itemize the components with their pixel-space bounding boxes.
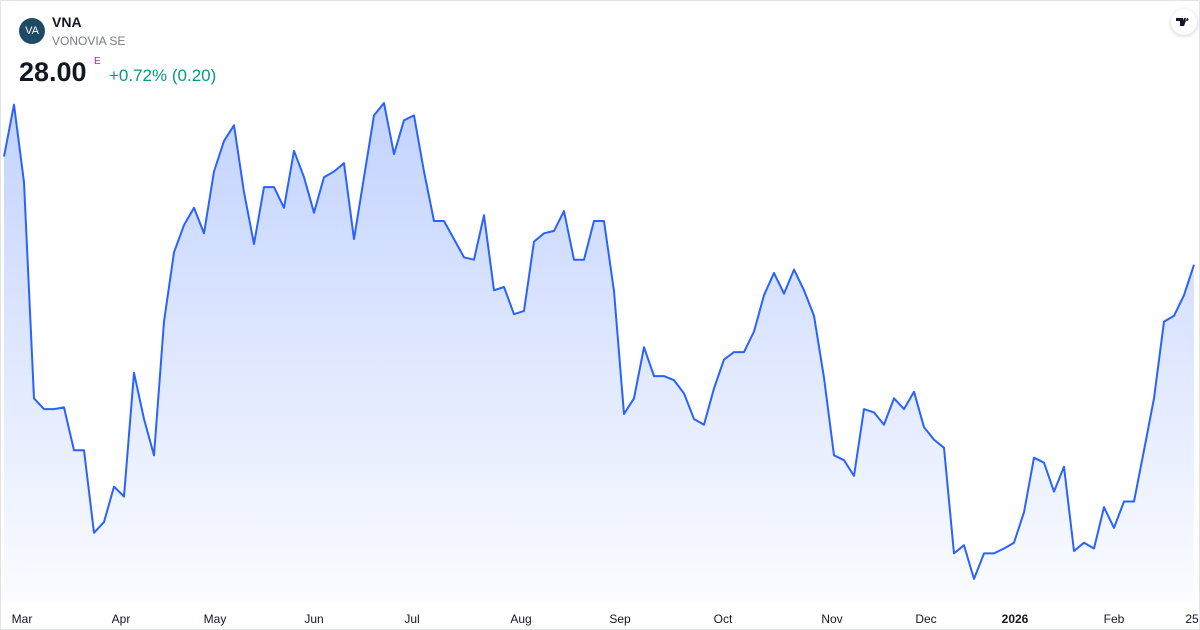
- logo-icon: [1176, 18, 1189, 26]
- x-tick-label: 2026: [1002, 612, 1029, 626]
- x-tick-label: May: [204, 612, 227, 626]
- x-tick-label: Sep: [609, 612, 631, 626]
- x-tick-label: Oct: [714, 612, 733, 626]
- x-tick-label: Jun: [304, 612, 323, 626]
- company-name: VONOVIA SE: [52, 34, 126, 48]
- x-tick-label: Mar: [12, 612, 33, 626]
- area-fill: [4, 103, 1194, 601]
- price-flag: E: [94, 56, 101, 67]
- price: 28.00: [19, 57, 87, 87]
- x-tick-label: Apr: [112, 612, 131, 626]
- x-tick-label: Aug: [510, 612, 531, 626]
- x-tick-label: Dec: [915, 612, 936, 626]
- x-tick-label: Feb: [1104, 612, 1125, 626]
- price-change: +0.72% (0.20): [109, 66, 217, 85]
- symbol[interactable]: VNA: [52, 14, 82, 30]
- x-tick-label: 25: [1185, 612, 1199, 626]
- tradingview-logo[interactable]: [1171, 9, 1197, 35]
- logo: VA: [19, 18, 45, 44]
- x-tick-label: Nov: [821, 612, 842, 626]
- price-line: [3, 102, 1195, 580]
- x-tick-label: Jul: [404, 612, 419, 626]
